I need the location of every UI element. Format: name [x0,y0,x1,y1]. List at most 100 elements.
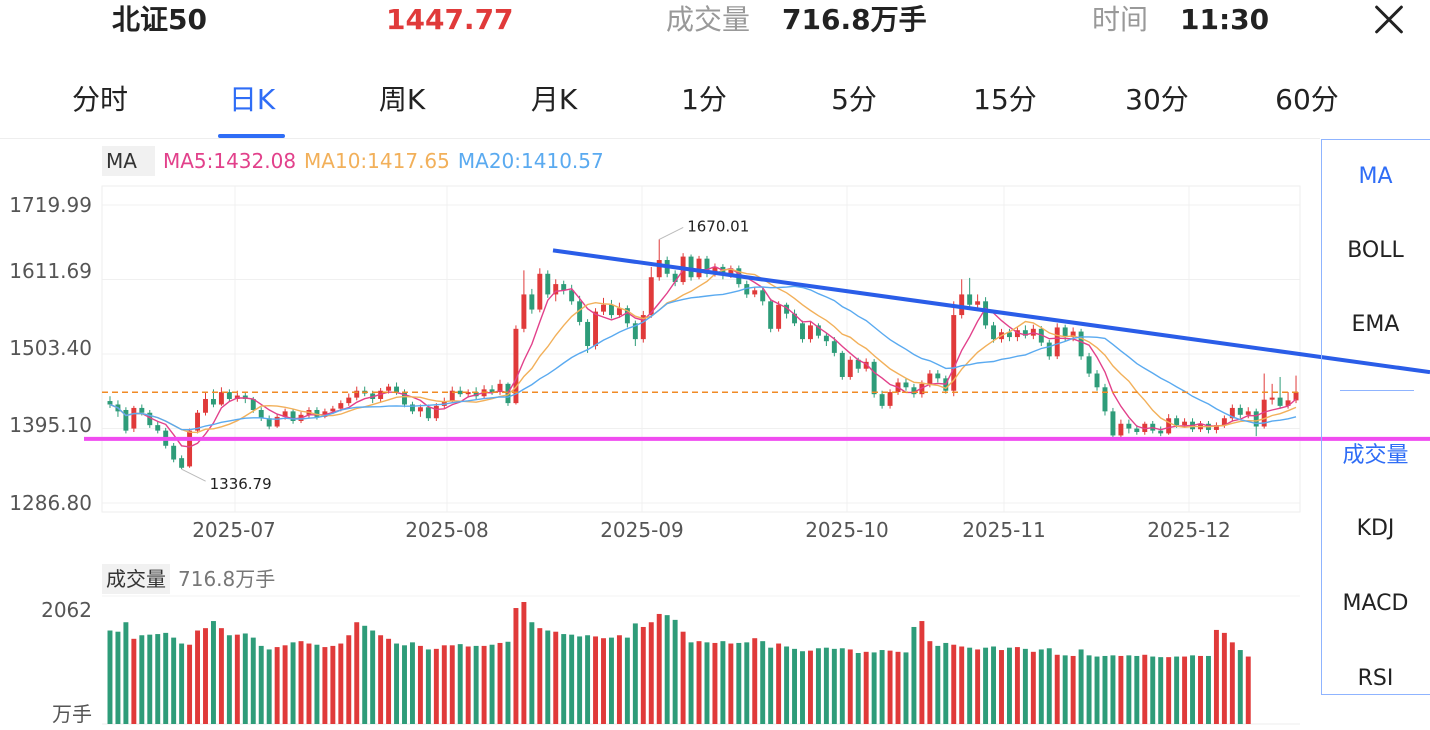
candle-body [720,266,726,276]
candle-body [155,425,161,431]
tab-15min[interactable]: 15分 [973,83,1037,116]
volume-bar [1038,649,1044,724]
candle-body [242,395,248,399]
candle-body [226,392,232,399]
candle-body [1102,387,1108,412]
volume-bar [752,638,758,724]
candle-body [282,411,288,417]
tab-5min[interactable]: 5分 [831,83,877,116]
volume-bar [1142,654,1148,724]
candle-body [457,390,463,395]
side-item-volume[interactable]: 成交量 [1342,443,1409,468]
volume-bar [147,634,153,724]
candle-body [521,294,527,329]
candle-body [696,258,702,278]
tab-daily-k[interactable]: 日K [228,83,276,116]
tab-intraday[interactable]: 分时 [71,83,128,116]
volume-bar [1118,655,1124,724]
low-annotation: 1336.79 [210,475,272,493]
ma5-line [109,265,1297,448]
tab-60min[interactable]: 60分 [1275,83,1339,116]
candle-body [1213,425,1219,430]
candle-body [1078,331,1084,357]
indicator-name[interactable]: MA [102,146,155,176]
tab-monthly-k[interactable]: 月K [530,83,578,116]
candle-body [927,373,933,384]
candle-body [815,325,821,336]
volume-bar [1166,657,1172,724]
candle-body [290,411,296,421]
candle-body [935,373,941,379]
side-item-ema[interactable]: EMA [1351,312,1400,337]
candle-body [1269,397,1275,400]
volume-bar [927,641,933,724]
candle-body [640,315,646,340]
volume-bar [744,642,750,724]
volume-bar [123,622,129,724]
volume-bar [218,628,224,724]
candle-body [863,361,869,369]
volume-bar [967,647,973,724]
candle-body [1022,330,1028,336]
candle-body [1134,428,1140,433]
volume-bar [983,647,989,724]
ma10-line [109,268,1297,434]
candle-body [672,273,678,283]
candle-body [394,386,400,393]
volume-bar [489,644,495,724]
side-item-kdj[interactable]: KDJ [1356,516,1395,541]
volume-bar [171,637,177,724]
candle-body [139,407,145,413]
volume-bar [409,642,415,724]
volume-bar [879,650,885,724]
volume-bar [370,630,376,724]
side-item-ma[interactable]: MA [1358,164,1393,189]
tab-30min[interactable]: 30分 [1125,83,1189,116]
tab-weekly-k[interactable]: 周K [378,83,426,116]
volume-bar [593,636,599,724]
volume-bar [179,643,185,724]
volume-bar [402,645,407,724]
volume-bar [823,647,829,724]
candle-body [1046,342,1052,357]
candle-body [449,390,455,402]
candle-body [728,268,734,276]
tab-1min[interactable]: 1分 [681,83,727,116]
candle-body [831,341,837,353]
symbol-name: 北证50 [112,3,207,36]
candle-body [855,359,861,369]
volume-y-tick: 2062 [41,598,92,622]
volume-bar [298,641,304,724]
volume-bar [1070,655,1076,724]
candle-body [561,284,567,291]
volume-bar [784,646,790,724]
volume-bar [513,608,519,724]
volume-bar [951,644,957,724]
tab-divider [0,138,1320,139]
candle-body [1245,411,1251,415]
x-tick-label: 2025-09 [600,518,684,542]
volume-bar [895,651,901,724]
volume-bar [1006,647,1012,724]
volume-bar [330,645,336,724]
candle-body [179,458,185,468]
volume-bar [481,645,487,724]
side-item-rsi[interactable]: RSI [1357,666,1394,691]
candle-body [417,407,423,412]
candle-body [656,260,662,278]
volume-bar [648,622,654,724]
plot-border [101,185,1301,513]
candle-body [123,409,129,431]
volume-bar [553,631,559,724]
side-item-boll[interactable]: BOLL [1347,238,1404,263]
candle-body [545,273,551,295]
volume-bar [1094,656,1100,724]
indicator-bar: MA MA5:1432.08 MA10:1417.65 MA20:1410.57 [102,146,604,176]
volume-panel-label[interactable]: 成交量 [102,564,170,594]
volume-bar [760,641,766,724]
side-item-macd[interactable]: MACD [1342,591,1409,616]
volume-bar [362,625,368,724]
candle-body [537,273,543,310]
volume-bar [624,637,630,724]
